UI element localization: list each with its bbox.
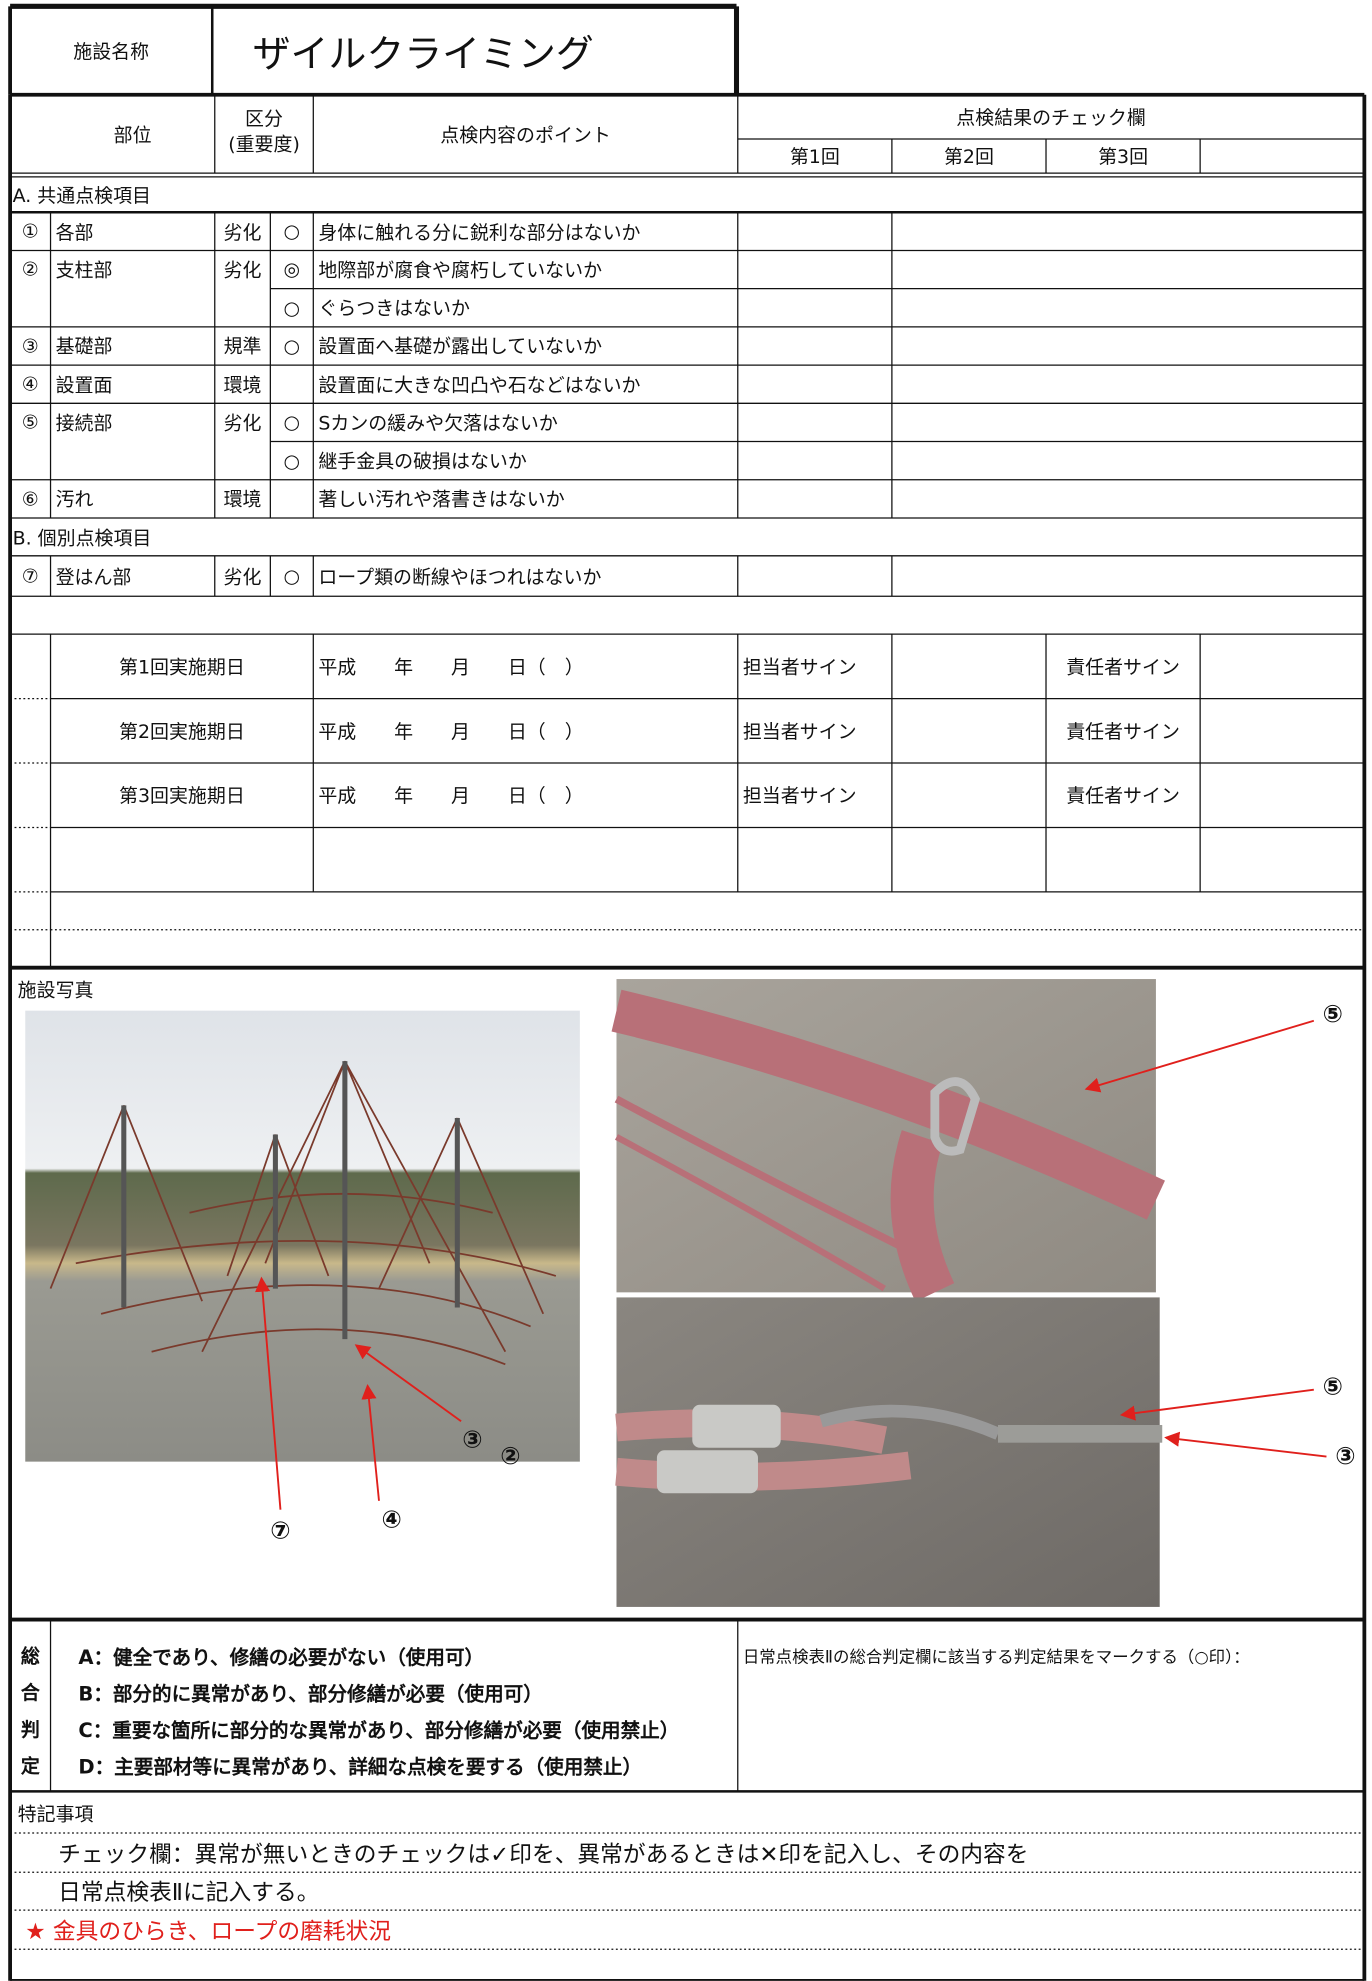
- judgement-label: 定: [20, 1754, 40, 1778]
- remarks-line: 日常点検表Ⅱに記入する。: [58, 1879, 320, 1907]
- item-point: 設置面に大きな凹凸や石などはないか: [318, 373, 641, 397]
- round-header: 第2回: [943, 145, 994, 169]
- photo-3: [615, 1297, 1163, 1607]
- photo-callout: ⑦: [270, 1517, 291, 1546]
- judgement-option: A：健全であり、修繕の必要がない（使用可）: [78, 1645, 485, 1669]
- item-part: 各部: [55, 220, 94, 244]
- judgement-option: D：主要部材等に異常があり、詳細な点検を要する（使用禁止）: [78, 1755, 643, 1779]
- item-part: 支柱部: [55, 258, 113, 282]
- judgement-label: 判: [20, 1718, 40, 1741]
- photo-label: 施設写真: [17, 978, 94, 1002]
- photo-callout: ③: [1335, 1442, 1356, 1471]
- item-number: ①: [21, 219, 39, 243]
- item-point: 身体に触れる分に鋭利な部分はないか: [318, 220, 641, 244]
- part-header: 部位: [113, 123, 152, 146]
- photo-callout: ④: [381, 1505, 402, 1534]
- item-point: ぐらつきはないか: [318, 297, 470, 320]
- item-number: ④: [21, 372, 39, 396]
- remarks-star: ★ 金具のひらき、ロープの磨耗状況: [25, 1918, 392, 1946]
- manager-sign-label: 責任者サイン: [1066, 784, 1180, 808]
- staff-sign-label: 担当者サイン: [742, 784, 857, 808]
- item-importance: ○: [283, 334, 301, 358]
- item-category: 劣化: [223, 220, 262, 244]
- judgement-label: 総: [20, 1644, 40, 1668]
- section-title: B. 個別点検項目: [12, 526, 152, 549]
- date-value: 平成 年 月 日（ ）: [318, 784, 584, 808]
- remarks-title: 特記事項: [17, 1802, 94, 1825]
- staff-sign-label: 担当者サイン: [742, 655, 857, 679]
- date-value: 平成 年 月 日（ ）: [318, 655, 584, 679]
- item-importance: ○: [283, 296, 301, 320]
- item-part: 設置面: [55, 373, 113, 397]
- item-number: ⑥: [21, 487, 39, 511]
- item-point: ロープ類の断線やほつれはないか: [318, 565, 602, 589]
- item-point: 著しい汚れや落書きはないか: [318, 488, 565, 511]
- check-header: 点検結果のチェック欄: [956, 106, 1146, 129]
- item-importance: ○: [283, 411, 301, 434]
- item-category: 規準: [223, 335, 262, 358]
- item-importance: ◎: [283, 258, 301, 281]
- photo-callout: ⑤: [1322, 1373, 1343, 1401]
- item-part: 接続部: [55, 411, 113, 435]
- photo-callout: ②: [500, 1442, 521, 1471]
- date-value: 平成 年 月 日（ ）: [318, 720, 584, 743]
- photo-2: [611, 979, 1165, 1302]
- judgement-option: C：重要な箇所に部分的な異常があり、部分修繕が必要（使用禁止）: [78, 1718, 680, 1742]
- item-part: 基礎部: [55, 335, 113, 358]
- item-category: 環境: [223, 488, 262, 511]
- photo-callout: ⑤: [1322, 1000, 1343, 1029]
- judgement-option: B：部分的に異常があり、部分修繕が必要（使用可）: [78, 1682, 543, 1705]
- item-point: 継手金具の破損はないか: [318, 449, 527, 473]
- facility-label: 施設名称: [73, 39, 150, 63]
- item-part: 汚れ: [55, 488, 94, 511]
- item-number: ⑦: [21, 564, 39, 588]
- date-label: 第2回実施期日: [119, 720, 245, 743]
- point-header: 点検内容のポイント: [440, 123, 611, 146]
- item-category: 劣化: [223, 565, 262, 589]
- date-label: 第1回実施期日: [119, 655, 245, 679]
- photo-1: [25, 1010, 580, 1462]
- manager-sign-label: 責任者サイン: [1066, 720, 1180, 743]
- judgement-label: 合: [20, 1681, 40, 1705]
- photo-callout: ③: [462, 1426, 483, 1455]
- item-importance: ○: [283, 449, 301, 473]
- manager-sign-label: 責任者サイン: [1066, 655, 1180, 679]
- section-title: A. 共通点検項目: [12, 183, 152, 207]
- item-point: 地際部が腐食や腐朽していないか: [318, 258, 603, 282]
- date-label: 第3回実施期日: [119, 784, 245, 808]
- round-header: 第3回: [1098, 145, 1149, 169]
- item-category: 環境: [223, 373, 262, 397]
- importance-header: (重要度): [228, 132, 300, 155]
- item-importance: ○: [283, 564, 301, 588]
- judgement-note: 日常点検表Ⅱの総合判定欄に該当する判定結果をマークする（○印）：: [742, 1647, 1250, 1667]
- staff-sign-label: 担当者サイン: [742, 720, 857, 743]
- item-number: ③: [21, 334, 39, 358]
- item-part: 登はん部: [55, 565, 132, 589]
- item-category: 劣化: [223, 258, 262, 282]
- round-header: 第1回: [789, 145, 840, 169]
- item-number: ⑤: [21, 411, 39, 434]
- remarks-line: チェック欄：異常が無いときのチェックは✓印を、異常があるときは✕印を記入し、その…: [58, 1841, 1029, 1869]
- item-importance: ○: [283, 219, 301, 243]
- item-number: ②: [21, 258, 39, 281]
- category-header: 区分: [245, 106, 283, 130]
- facility-name: ザイルクライミング: [252, 32, 594, 78]
- item-point: 設置面へ基礎が露出していないか: [318, 335, 603, 358]
- item-category: 劣化: [223, 411, 262, 435]
- item-point: Sカンの緩みや欠落はないか: [318, 411, 558, 435]
